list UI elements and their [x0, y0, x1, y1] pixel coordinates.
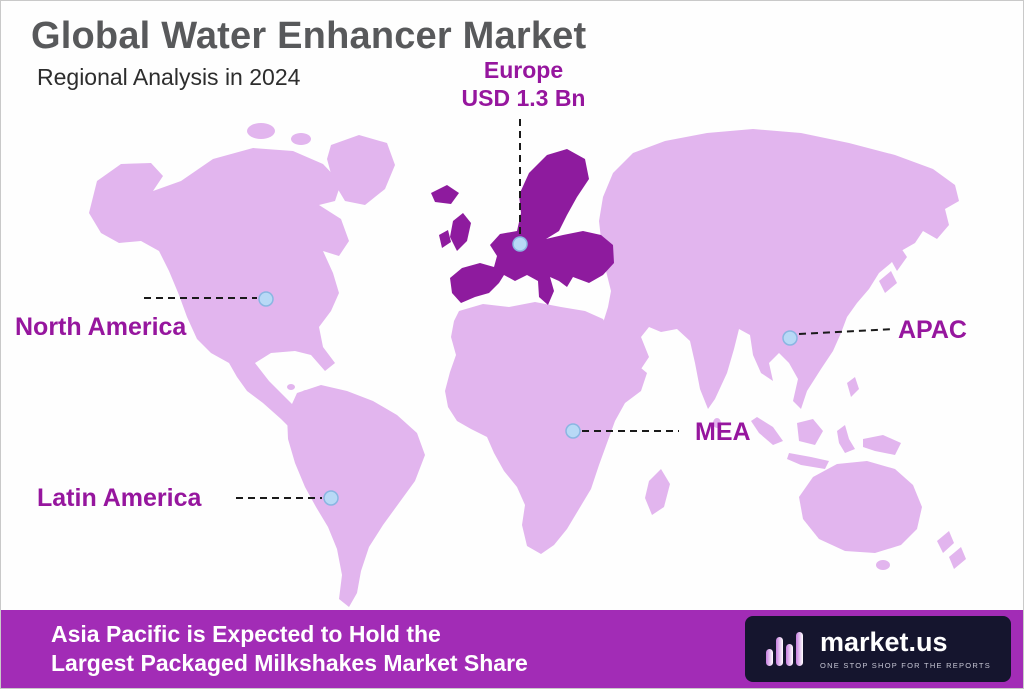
label-apac: APAC	[898, 316, 967, 344]
island-greenland	[327, 135, 395, 205]
marker-europe	[512, 236, 528, 252]
marketus-logo: market.us ONE STOP SHOP FOR THE REPORTS	[745, 616, 1011, 682]
label-mea: MEA	[695, 418, 751, 446]
marketus-logo-text: market.us ONE STOP SHOP FOR THE REPORTS	[819, 626, 991, 670]
continent-asia	[597, 129, 959, 409]
island-new-guinea	[863, 435, 901, 455]
footer-banner-text: Asia Pacific is Expected to Hold the Lar…	[51, 620, 528, 678]
marker-latin-america	[323, 490, 339, 506]
marker-mea	[565, 423, 581, 439]
marker-apac	[782, 330, 798, 346]
marketus-tagline: ONE STOP SHOP FOR THE REPORTS	[819, 660, 991, 670]
island-iceland	[431, 185, 459, 204]
continent-africa	[445, 302, 647, 554]
island-ireland	[439, 230, 451, 248]
page-subtitle: Regional Analysis in 2024	[37, 64, 301, 90]
continent-australia	[799, 461, 922, 553]
world-map	[89, 119, 966, 607]
island-madagascar	[645, 469, 670, 515]
island-borneo	[797, 419, 823, 445]
island-philippines	[847, 377, 859, 397]
leader-line-apac	[798, 328, 895, 335]
region-europe-highlight	[450, 149, 614, 305]
island-new-zealand-north	[937, 531, 954, 553]
island-japan-north	[887, 245, 907, 271]
marketus-logo-icon	[765, 632, 803, 666]
continent-north-america	[89, 148, 349, 433]
callout-europe-value: USD 1.3 Bn	[461, 85, 586, 111]
island-sulawesi	[837, 425, 855, 453]
callout-europe-label: Europe	[483, 57, 564, 83]
island-java	[787, 453, 829, 469]
continent-south-america	[287, 385, 425, 607]
island-caribbean-1	[287, 384, 295, 390]
label-latin-america: Latin America	[37, 484, 202, 512]
island-arctic-2	[291, 133, 311, 145]
footer-banner: Asia Pacific is Expected to Hold the Lar…	[1, 610, 1023, 688]
marketus-brand: market.us	[819, 626, 948, 657]
page-title: Global Water Enhancer Market	[31, 15, 587, 57]
island-great-britain	[450, 213, 471, 251]
island-new-zealand-south	[949, 547, 966, 569]
island-sri-lanka	[713, 418, 721, 428]
island-arctic-1	[247, 123, 275, 139]
island-japan-south	[879, 271, 897, 293]
marker-north-america	[258, 291, 274, 307]
footer-banner-line2: Largest Packaged Milkshakes Market Share	[51, 650, 528, 676]
callout-europe: Europe USD 1.3 Bn	[421, 56, 626, 112]
footer-banner-line1: Asia Pacific is Expected to Hold the	[51, 621, 441, 647]
island-tasmania	[876, 560, 890, 570]
label-north-america: North America	[15, 313, 187, 341]
island-sumatra	[751, 417, 783, 445]
